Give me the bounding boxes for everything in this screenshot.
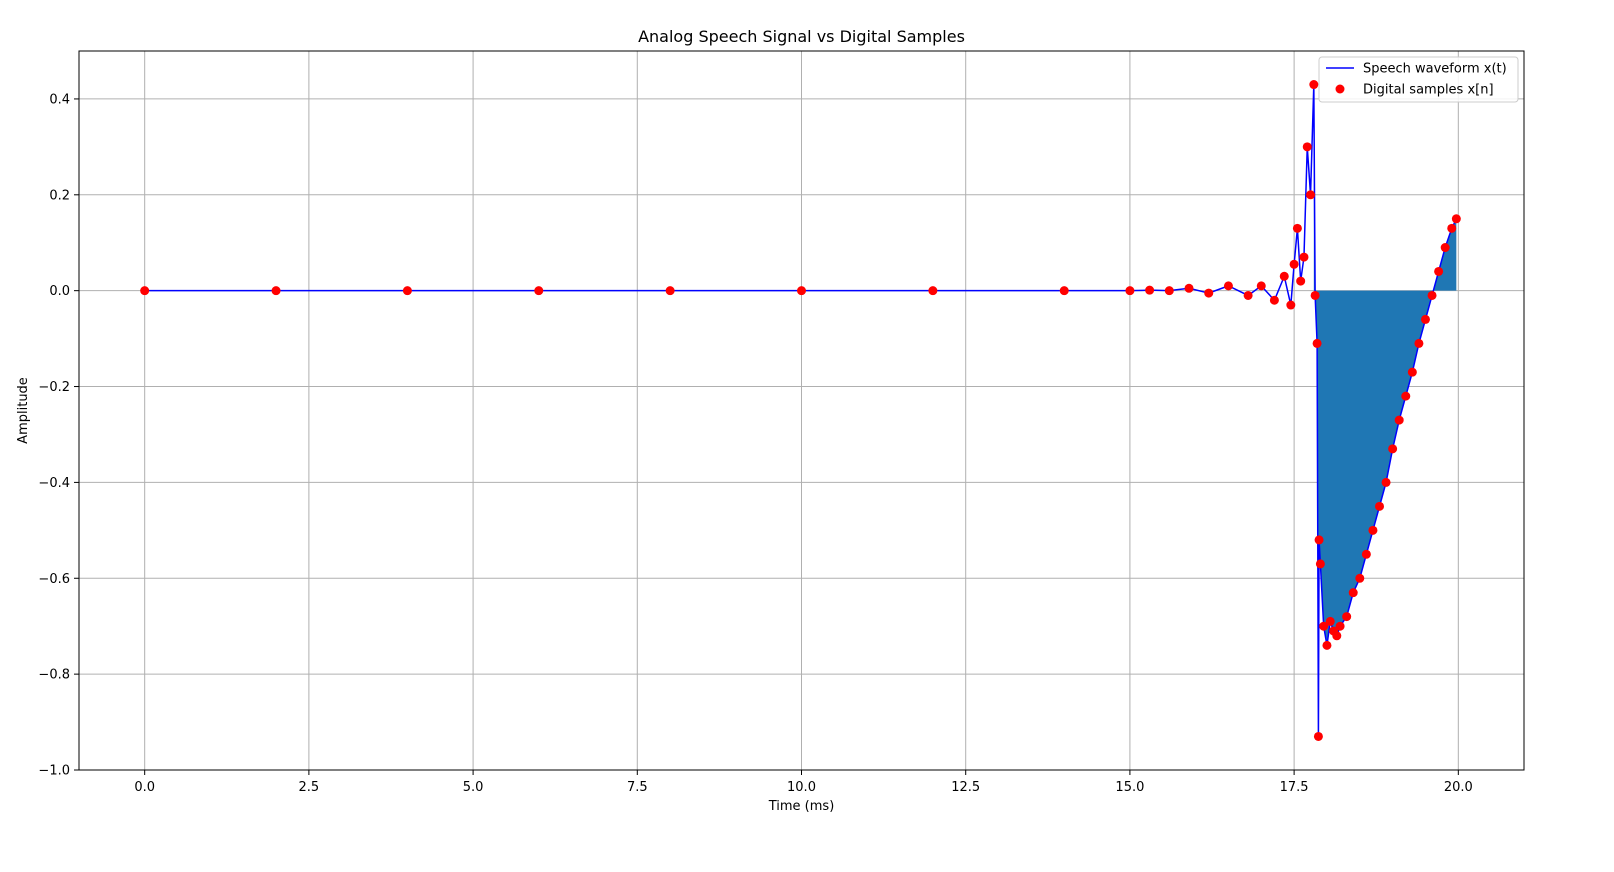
y-tick-label: −0.6 [38, 572, 70, 587]
sample-point [140, 286, 150, 296]
sample-point [1381, 477, 1391, 487]
sample-point [1313, 731, 1323, 741]
legend: Speech waveform x(t) Digital samples x[n… [1318, 56, 1519, 103]
sample-point [1375, 501, 1384, 511]
sample-point [1315, 559, 1325, 569]
x-tick-label: 0.0 [134, 780, 155, 795]
sample-point [1335, 621, 1345, 631]
legend-entry-samples: Digital samples x[n] [1363, 83, 1494, 98]
y-tick-label: 0.4 [49, 92, 70, 107]
chart-title: Analog Speech Signal vs Digital Samples [638, 27, 965, 46]
sample-point [665, 286, 675, 296]
sample-point [1368, 525, 1378, 535]
sample-point [1243, 290, 1253, 300]
x-tick-label: 17.5 [1280, 780, 1309, 795]
sample-markers [140, 80, 1461, 741]
sample-point [1361, 549, 1371, 559]
sample-point [1407, 367, 1417, 377]
sample-point [1440, 243, 1450, 253]
x-tick-label: 7.5 [627, 780, 648, 795]
sample-point [1286, 300, 1296, 310]
legend-entry-waveform: Speech waveform x(t) [1363, 62, 1507, 77]
filled-region [1313, 84, 1457, 737]
sample-point [1451, 214, 1461, 224]
sample-point [1164, 286, 1174, 296]
sample-point [928, 286, 938, 296]
sample-point [1332, 631, 1342, 641]
x-tick-label: 20.0 [1444, 780, 1473, 795]
sample-point [1302, 142, 1312, 152]
sample-point [1309, 80, 1319, 90]
sample-point [797, 286, 806, 296]
y-tick-label: 0.2 [49, 188, 70, 203]
legend-marker-swatch [1335, 84, 1345, 94]
legend-box [1318, 56, 1519, 103]
axis-ticks: 0.0 2.5 5.0 7.5 10.0 12.5 15.0 17.5 20.0 0.4 0.2 0.… [38, 92, 1472, 795]
sample-point [1447, 223, 1457, 233]
sample-point [1312, 338, 1322, 348]
sample-point [1388, 444, 1398, 454]
x-tick-label: 12.5 [951, 780, 980, 795]
sample-point [1314, 535, 1324, 545]
y-axis-label: Amplitude [16, 377, 31, 444]
sample-point [1325, 616, 1335, 626]
sample-point [402, 286, 412, 296]
sample-point [1223, 281, 1233, 291]
sample-point [1296, 276, 1306, 286]
x-tick-label: 15.0 [1115, 780, 1144, 795]
sample-point [1204, 288, 1214, 298]
sample-point [1269, 295, 1279, 305]
sample-point [1299, 252, 1309, 262]
sample-point [1322, 640, 1332, 650]
x-tick-label: 2.5 [299, 780, 320, 795]
sample-point [1292, 223, 1302, 233]
sample-point [1289, 259, 1299, 269]
fill-area [1313, 84, 1457, 737]
y-tick-label: −0.2 [38, 380, 70, 395]
sample-point [1355, 573, 1365, 583]
y-tick-label: −0.8 [38, 668, 70, 683]
sample-point [1401, 391, 1411, 401]
sample-point [1414, 338, 1424, 348]
sample-point [1256, 281, 1266, 291]
y-tick-label: 0.0 [49, 284, 70, 299]
sample-point [1427, 290, 1437, 300]
sample-point [534, 286, 544, 296]
y-tick-label: −1.0 [38, 764, 70, 779]
sample-point [1184, 283, 1194, 293]
sample-point [271, 286, 281, 296]
sample-point [1394, 415, 1404, 425]
sample-point [1306, 190, 1316, 200]
grid-lines [79, 51, 1524, 771]
y-tick-label: −0.4 [38, 476, 70, 491]
sample-point [1434, 266, 1444, 276]
x-tick-label: 10.0 [787, 780, 816, 795]
x-axis-label: Time (ms) [768, 799, 835, 814]
sample-point [1145, 285, 1155, 295]
sample-point [1125, 286, 1135, 296]
sample-point [1319, 621, 1329, 631]
sample-point [1342, 612, 1352, 622]
sample-point [1420, 314, 1430, 324]
sample-point [1279, 271, 1289, 281]
sample-point [1059, 286, 1069, 296]
x-tick-label: 5.0 [463, 780, 484, 795]
sample-point [1310, 290, 1320, 300]
sample-point [1348, 588, 1358, 598]
